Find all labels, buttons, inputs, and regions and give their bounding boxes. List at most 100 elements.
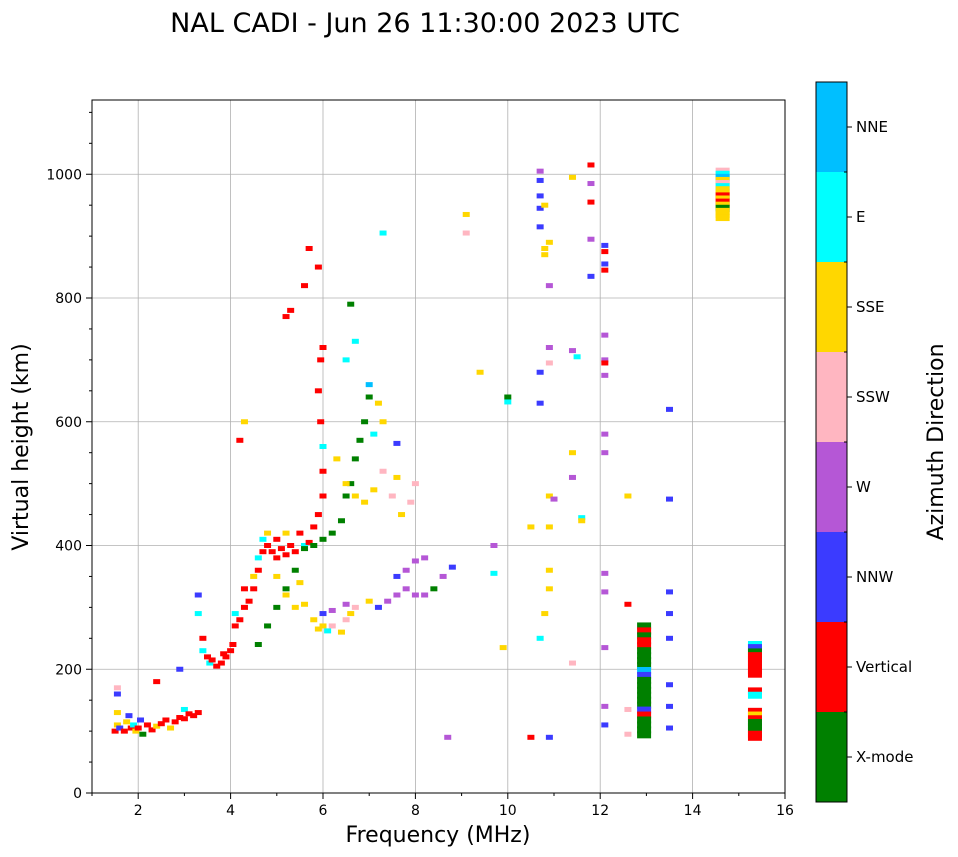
x-tick-label: 10 (499, 803, 517, 819)
data-point (206, 660, 214, 666)
colorbar-segment (816, 622, 847, 712)
data-point (624, 731, 632, 737)
column-point (637, 671, 652, 679)
colorbar-segment (816, 442, 847, 532)
data-point (347, 301, 355, 307)
data-point (342, 357, 350, 363)
data-point (143, 722, 151, 728)
data-point (550, 496, 558, 502)
data-point (499, 645, 507, 651)
data-point (259, 549, 267, 555)
data-point (379, 468, 387, 474)
x-tick-label: 4 (226, 803, 235, 819)
data-point (545, 239, 553, 245)
data-point (536, 177, 544, 183)
column-point (637, 706, 652, 714)
data-point (268, 549, 276, 555)
data-point (116, 725, 124, 731)
data-point (536, 224, 544, 230)
data-point (536, 635, 544, 641)
data-point (430, 586, 438, 592)
column-point (637, 681, 652, 689)
plot-area: 2 4 6 8 10 12 14 16 0 200 400 600 800 1000 (46, 99, 794, 819)
data-point (536, 205, 544, 211)
data-point (393, 440, 401, 446)
data-point (351, 604, 359, 610)
data-point (217, 660, 225, 666)
data-point (411, 592, 419, 598)
data-point (314, 264, 322, 270)
colorbar-label: Vertical (856, 658, 912, 676)
data-point (568, 174, 576, 180)
data-point (220, 651, 228, 657)
data-point (317, 419, 325, 425)
data-point (319, 345, 327, 350)
data-point (421, 592, 429, 598)
data-point (342, 601, 350, 607)
data-point (273, 573, 281, 579)
column-point (637, 627, 652, 635)
data-point (421, 555, 429, 561)
data-point (342, 481, 350, 487)
data-point (601, 703, 609, 709)
data-point (439, 573, 447, 579)
data-point (264, 530, 272, 536)
data-point (301, 283, 309, 289)
column-point (637, 662, 652, 670)
data-point (601, 360, 609, 366)
data-point (666, 611, 673, 617)
data-point (541, 202, 549, 208)
colorbar-segment (816, 712, 847, 802)
data-point (153, 723, 161, 729)
data-point (601, 589, 609, 595)
data-point (541, 611, 549, 617)
data-point (254, 642, 262, 647)
data-point (490, 543, 498, 548)
data-point (250, 586, 258, 592)
data-point (282, 592, 290, 598)
column-point (747, 644, 762, 652)
data-point (545, 734, 553, 740)
colorbar-segment (816, 172, 847, 262)
data-point (273, 604, 281, 610)
data-point (411, 481, 419, 487)
data-point (328, 530, 336, 536)
data-point (240, 604, 248, 610)
data-point (111, 728, 119, 734)
data-point (351, 456, 359, 462)
data-point (162, 717, 170, 723)
data-point (113, 722, 121, 728)
data-point (190, 713, 198, 719)
data-point (462, 230, 470, 236)
data-point (536, 400, 544, 406)
data-point (536, 168, 544, 174)
column-point (747, 726, 762, 734)
data-point (264, 623, 272, 629)
data-point (305, 246, 313, 251)
column-point (637, 647, 652, 655)
data-point (402, 567, 410, 573)
data-point (407, 499, 415, 505)
data-point (287, 543, 295, 548)
y-tick-label: 800 (55, 291, 82, 307)
axes-frame (91, 99, 786, 794)
data-point (319, 536, 327, 542)
column-point (637, 701, 652, 709)
data-point (113, 710, 121, 716)
column-point (637, 666, 652, 674)
data-point (264, 543, 272, 548)
data-point (379, 419, 387, 425)
data-point (402, 586, 410, 592)
data-point (365, 598, 373, 604)
column-point (637, 652, 652, 660)
x-tick-label: 6 (319, 803, 328, 819)
data-point (324, 628, 332, 634)
data-point (545, 567, 553, 573)
data-point (374, 604, 382, 610)
data-point (568, 660, 576, 666)
column-point (637, 637, 652, 645)
data-point (310, 543, 318, 548)
data-point (231, 623, 239, 629)
data-point (204, 654, 211, 660)
x-axis-title: Frequency (MHz) (346, 823, 531, 848)
